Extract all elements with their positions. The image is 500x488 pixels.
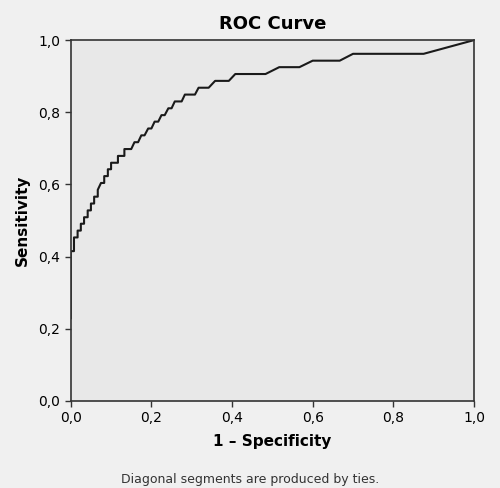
Y-axis label: Sensitivity: Sensitivity — [15, 175, 30, 266]
X-axis label: 1 – Specificity: 1 – Specificity — [213, 434, 332, 448]
Text: Diagonal segments are produced by ties.: Diagonal segments are produced by ties. — [121, 473, 379, 486]
Title: ROC Curve: ROC Curve — [218, 15, 326, 33]
